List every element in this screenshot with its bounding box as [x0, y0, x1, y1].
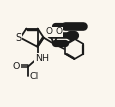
Text: Cl: Cl — [29, 72, 38, 81]
Text: O: O — [55, 27, 62, 36]
Text: O: O — [12, 62, 20, 71]
Text: O: O — [45, 27, 52, 36]
Text: NH: NH — [35, 54, 49, 63]
Text: S: S — [15, 33, 21, 43]
